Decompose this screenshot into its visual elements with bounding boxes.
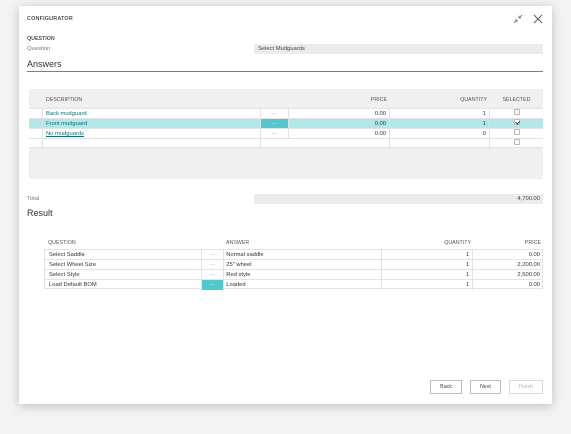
collapse-icon[interactable] [512, 13, 523, 24]
next-button[interactable]: Next [469, 380, 501, 394]
answer-description[interactable]: No mudguards [43, 129, 261, 139]
result-question: Select Style [45, 270, 203, 280]
row-indicator [29, 129, 43, 139]
selected-checkbox[interactable] [513, 109, 520, 116]
result-quantity: 1 [382, 270, 474, 280]
answers-heading: Answers [27, 59, 62, 69]
result-price: 0.00 [528, 252, 540, 258]
column-header-selected[interactable]: SELECTED [502, 97, 531, 103]
lookup-ellipsis-button[interactable]: ··· [261, 109, 289, 119]
result-quantity: 1 [382, 250, 474, 260]
result-price: 2,200.00 [517, 262, 540, 268]
total-field: Total 4,700.00 [27, 194, 543, 204]
answers-grid: DESCRIPTION PRICE QUANTITY SELECTED Back… [29, 89, 543, 179]
window-controls [512, 13, 543, 24]
result-row[interactable]: Select Style ··· Red style 1 2,500.00 [44, 269, 543, 280]
lookup-ellipsis-button[interactable]: ··· [261, 129, 289, 139]
answers-divider [27, 71, 543, 72]
column-header-quantity[interactable]: QUANTITY [444, 240, 471, 246]
answer-description-empty[interactable] [43, 139, 261, 149]
result-price: 2,500.00 [517, 272, 540, 278]
lookup-ellipsis-button[interactable]: ··· [261, 119, 289, 129]
result-heading: Result [27, 208, 53, 218]
result-question: Select Wheel Size [45, 260, 203, 270]
question-field-value: Select Mudguards [254, 44, 543, 54]
selected-checkbox[interactable] [513, 139, 520, 146]
answer-price: 0.00 [289, 129, 390, 139]
column-header-price[interactable]: PRICE [370, 97, 387, 103]
column-header-answer[interactable]: ANSWER [226, 240, 250, 246]
lookup-ellipsis-button[interactable]: ··· [202, 250, 225, 260]
result-answer[interactable]: 25" wheel [224, 260, 382, 270]
column-header-price[interactable]: PRICE [524, 240, 541, 246]
question-section-label: QUESTION [27, 36, 55, 42]
lookup-ellipsis-button[interactable]: ··· [202, 270, 225, 280]
result-row[interactable]: Select Saddle ··· Normal saddle 1 0.00 [44, 249, 543, 260]
result-row-active[interactable]: Load Default BOM ··· Loaded 1 0.00 [44, 279, 543, 290]
result-price: 0.00 [528, 282, 540, 288]
answers-header-row: DESCRIPTION PRICE QUANTITY SELECTED [29, 94, 543, 106]
question-field: Question Select Mudguards [27, 44, 543, 54]
back-button[interactable]: Back [430, 380, 462, 394]
answer-quantity[interactable]: 0 [390, 129, 490, 139]
answer-description[interactable]: Front mudguard [43, 119, 261, 129]
row-indicator [29, 109, 43, 119]
lookup-ellipsis-button-active[interactable]: ··· [202, 280, 225, 290]
total-label: Total [27, 196, 40, 202]
answer-price: 0.00 [289, 119, 390, 129]
wizard-button-bar: Back Next Finish [430, 380, 543, 394]
column-header-question[interactable]: QUESTION [48, 240, 76, 246]
selected-checkbox[interactable] [513, 129, 520, 136]
configurator-dialog: CONFIGURATOR QUESTION Question Select Mu… [19, 6, 552, 404]
answer-row[interactable]: No mudguards ··· 0.00 0 [29, 128, 543, 139]
close-icon[interactable] [532, 13, 543, 24]
question-field-label: Question [27, 46, 51, 52]
result-header-row: QUESTION ANSWER QUANTITY PRICE [44, 238, 543, 249]
dialog-caption: CONFIGURATOR [27, 16, 73, 22]
result-answer[interactable]: Loaded [224, 280, 382, 290]
answer-row[interactable]: Back mudguard ··· 0.00 1 [29, 108, 543, 119]
answer-price: 0.00 [289, 109, 390, 119]
answer-selected-cell[interactable] [490, 119, 543, 129]
result-question: Load Default BOM [45, 280, 203, 290]
column-header-description[interactable]: DESCRIPTION [46, 97, 83, 103]
answer-selected-cell[interactable] [490, 129, 543, 139]
result-quantity: 1 [382, 260, 474, 270]
answer-selected-cell[interactable] [490, 139, 543, 149]
total-value: 4,700.00 [254, 194, 543, 204]
answer-row-selected[interactable]: Front mudguard ··· 0.00 1 [29, 118, 543, 129]
answer-quantity-empty[interactable] [390, 139, 490, 149]
answer-price-empty [289, 139, 390, 149]
result-grid: QUESTION ANSWER QUANTITY PRICE Select Sa… [44, 238, 543, 290]
answer-new-row[interactable] [29, 138, 543, 149]
answer-description[interactable]: Back mudguard [43, 109, 261, 119]
finish-button[interactable]: Finish [508, 380, 543, 394]
result-question: Select Saddle [45, 250, 203, 260]
selected-checkbox-checked[interactable] [513, 119, 520, 126]
answer-quantity[interactable]: 1 [390, 119, 490, 129]
result-quantity: 1 [382, 280, 474, 290]
result-answer[interactable]: Normal saddle [224, 250, 382, 260]
answer-selected-cell[interactable] [490, 109, 543, 119]
result-answer[interactable]: Red style [224, 270, 382, 280]
answer-quantity[interactable]: 1 [390, 109, 490, 119]
result-row[interactable]: Select Wheel Size ··· 25" wheel 1 2,200.… [44, 259, 543, 270]
lookup-ellipsis-button[interactable]: ··· [202, 260, 225, 270]
column-header-quantity[interactable]: QUANTITY [460, 97, 487, 103]
row-indicator [29, 119, 43, 129]
empty-cell [261, 139, 289, 149]
row-indicator [29, 139, 43, 149]
